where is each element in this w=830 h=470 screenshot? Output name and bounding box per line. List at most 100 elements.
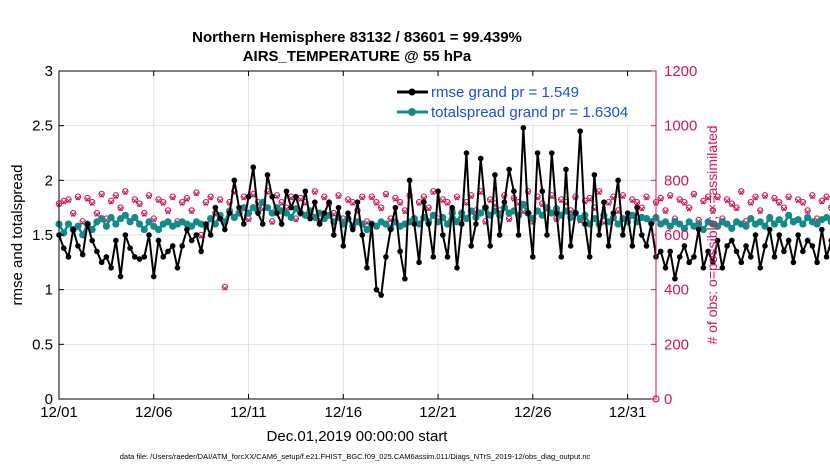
obs-assimilated-point [762, 194, 768, 200]
rmse-point [226, 210, 233, 216]
obs-assimilated-point [464, 201, 469, 206]
obs-assimilated-point [468, 194, 474, 200]
obs-assimilated-point [241, 195, 247, 201]
totalspread-point [230, 213, 238, 222]
totalspread-point [766, 213, 774, 222]
rmse-point [387, 226, 394, 233]
obs-assimilated-point [203, 201, 209, 206]
obs-possible-point [321, 193, 328, 200]
rmse-point [293, 193, 299, 200]
obs-assimilated-point [156, 198, 161, 204]
obs-possible-point [524, 188, 532, 195]
rmse-point [463, 150, 470, 156]
rmse-point [752, 232, 759, 238]
rmse-point [274, 210, 280, 216]
totalspread-point [804, 213, 812, 222]
totalspread-point [131, 213, 139, 222]
totalspread-point [102, 222, 110, 230]
obs-assimilated-point [108, 199, 114, 205]
rmse-point [785, 237, 792, 244]
rmse-point [638, 232, 645, 238]
obs-possible-point [368, 193, 375, 200]
rmse-point [79, 251, 86, 258]
rmse-point [544, 232, 550, 238]
data-file-footer: data file: /Users/raeder/DAI/ATM_forcXX/… [120, 452, 591, 461]
rmse-point [340, 243, 347, 249]
rmse-point [582, 221, 588, 227]
obs-assimilated-point [615, 209, 621, 215]
obs-possible-point [396, 199, 404, 206]
rmse-point [710, 259, 716, 266]
obs-assimilated-point [596, 190, 602, 195]
totalspread-point [287, 213, 295, 222]
rmse-point [643, 243, 650, 249]
obs-assimilated-point [61, 199, 67, 205]
obs-possible-point [657, 194, 664, 202]
legend: rmse grand pr = 1.549 totalspread grand … [393, 78, 648, 124]
totalspread-point [74, 222, 82, 230]
x-tick-label: 12/31 [609, 404, 647, 421]
obs-possible-point [771, 194, 778, 202]
obs-assimilated-point [208, 195, 213, 201]
obs-possible-point [202, 199, 210, 206]
x-tick-label: 12/16 [325, 404, 363, 421]
obs-assimilated-point [189, 209, 195, 215]
obs-possible-point [761, 192, 769, 199]
rmse-point [240, 221, 247, 227]
obs-possible-point [193, 189, 200, 196]
totalspread-point [785, 211, 793, 219]
rmse-point [567, 243, 574, 249]
obs-assimilated-point [805, 209, 810, 215]
totalspread-point [794, 216, 802, 224]
rmse-point [60, 245, 67, 251]
y2-tick-label: 800 [664, 172, 689, 189]
rmse-point [146, 232, 152, 238]
obs-assimilated-point [321, 195, 327, 201]
rmse-point [572, 210, 579, 216]
rmse-point [278, 221, 285, 227]
obs-assimilated-point [819, 199, 825, 205]
rmse-point [511, 188, 517, 195]
rmse-point [766, 226, 773, 233]
rmse-point [771, 254, 778, 260]
obs-assimilated-point [506, 217, 512, 223]
obs-possible-point [377, 204, 385, 211]
rmse-series [56, 125, 830, 298]
obs-assimilated-point [298, 197, 303, 202]
obs-assimilated-point [89, 201, 95, 206]
totalspread-point [429, 211, 437, 219]
obs-possible-point [335, 192, 342, 199]
rmse-point [605, 243, 612, 249]
totalspread-point [614, 220, 622, 228]
obs-possible-point [775, 199, 783, 206]
rmse-point [155, 237, 162, 244]
obs-assimilated-point [350, 201, 356, 206]
obs-possible-point [117, 204, 124, 211]
rmse-point [75, 243, 81, 249]
obs-possible-point [122, 188, 129, 195]
totalspread-point [443, 220, 452, 228]
rmse-point [790, 259, 797, 266]
obs-assimilated-point [85, 197, 90, 202]
obs-assimilated-point [250, 193, 256, 198]
rmse-point [70, 226, 77, 233]
obs-assimilated-point [184, 197, 190, 202]
rmse-point [297, 210, 304, 216]
obs-possible-point [136, 200, 143, 207]
rmse-point [160, 254, 167, 260]
rmse-point [165, 248, 171, 255]
y2-axis-label: # of obs: o=possible; ×=assimilated [704, 125, 720, 344]
rmse-point [198, 248, 204, 255]
obs-assimilated-point [345, 198, 351, 204]
obs-possible-point [690, 190, 698, 198]
rmse-point [662, 265, 669, 271]
obs-possible-point [785, 193, 792, 200]
rmse-point [250, 164, 257, 171]
rmse-point [321, 210, 328, 216]
obs-assimilated-point [198, 234, 204, 239]
obs-assimilated-point [336, 194, 341, 200]
y2-tick-label: 400 [664, 282, 689, 299]
legend-spread-label: totalspread grand pr = 1.6304 [431, 104, 628, 121]
obs-assimilated-point [795, 198, 801, 204]
